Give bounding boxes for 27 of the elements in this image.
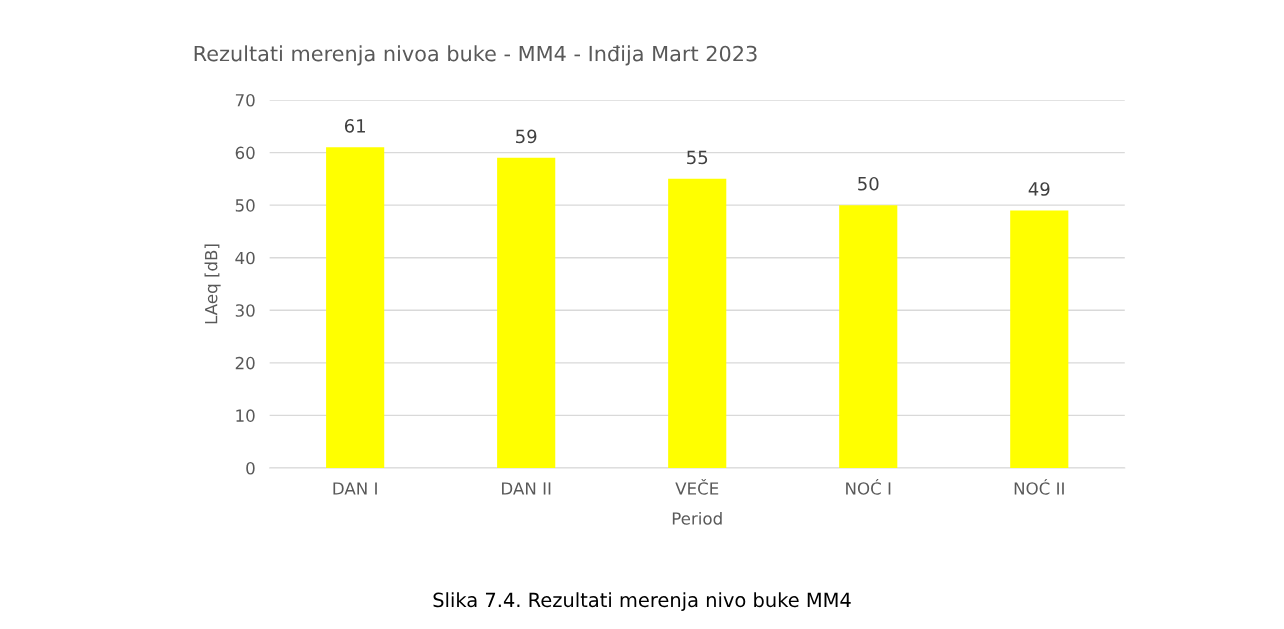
bar: [497, 157, 556, 468]
x-axis-title: Period: [672, 511, 722, 525]
y-tick-label: 50: [235, 199, 255, 212]
x-tick-label: DAN I: [333, 482, 377, 495]
bar: [839, 205, 898, 468]
bar: [668, 178, 727, 468]
x-tick-label: NOĆ II: [1014, 479, 1064, 495]
data-label: 59: [516, 129, 537, 144]
data-label: 49: [1028, 182, 1050, 196]
text: Slika 7.4. Rezultati merenja nivo buke MM4: [433, 592, 851, 612]
y-tick-label: 40: [235, 251, 255, 265]
y-tick-label: 0: [246, 461, 255, 475]
x-tick-label: DAN II: [502, 482, 551, 495]
y-tick-label: 10: [236, 409, 255, 422]
data-label: 55: [687, 150, 708, 165]
data-label: 61: [344, 119, 365, 133]
x-tick-label: NOĆ I: [846, 479, 891, 495]
bar: [326, 147, 385, 468]
bar: [1010, 210, 1069, 468]
y-tick-label: 70: [235, 93, 255, 107]
chart-title: Rezultati merenja nivoa buke - MM4 - Inđija Mart 2023: [194, 45, 757, 66]
x-tick-label: VEČE: [675, 479, 719, 495]
y-tick-label: 30: [235, 304, 255, 317]
y-tick-label: 20: [235, 356, 255, 370]
y-tick-label: 60: [235, 146, 255, 160]
data-label: 50: [858, 176, 879, 191]
y-axis-title: LAeq [dB]: [204, 244, 221, 324]
